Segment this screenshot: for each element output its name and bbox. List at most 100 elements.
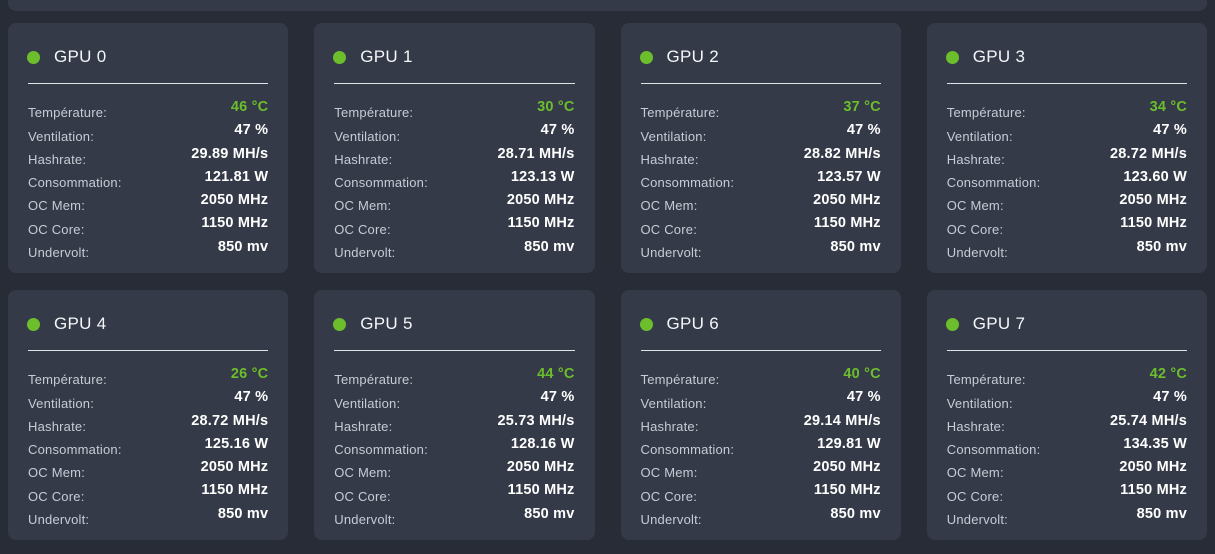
status-dot-icon xyxy=(27,317,40,331)
metric-row-undervolt: Undervolt: 850 mv xyxy=(334,239,574,262)
metric-value-hashrate: 25.73 MH/s xyxy=(497,412,575,429)
metric-row-ventilation: Ventilation: 47 % xyxy=(947,122,1187,145)
metric-label-oc-mem: OC Mem: xyxy=(334,198,392,214)
metric-rows: Température: 46 °C Ventilation: 47 % Hashrat… xyxy=(23,99,273,262)
metric-label-consommation: Consommation: xyxy=(946,175,1041,191)
metric-row-oc-mem: OC Mem: 2050 MHz xyxy=(28,459,268,482)
metric-row-hashrate: Hashrate: 29.89 MH/s xyxy=(28,146,268,169)
metric-label-undervolt: Undervolt: xyxy=(28,245,90,261)
gpu-card-grid: GPU 0 Température: 46 °C Ventilation: 47 % H… xyxy=(8,23,1207,540)
metric-value-consommation: 123.57 W xyxy=(817,168,881,185)
metric-row-temperature: Température: 26 °C xyxy=(28,366,268,389)
metric-row-temperature: Température: 37 °C xyxy=(641,99,881,122)
metric-value-undervolt: 850 mv xyxy=(1136,238,1187,255)
gpu-card-6: GPU 6 Température: 40 °C Ventilation: 47 % H… xyxy=(620,290,901,540)
metric-rows: Température: 26 °C Ventilation: 47 % Hashrat… xyxy=(23,366,273,529)
metric-value-temperature: 37 °C xyxy=(843,99,881,115)
metric-row-oc-core: OC Core: 1150 MHz xyxy=(28,215,268,238)
metric-label-temperature: Température: xyxy=(946,105,1026,121)
metric-label-oc-core: OC Core: xyxy=(28,221,85,237)
metric-value-undervolt: 850 mv xyxy=(217,505,269,522)
metric-value-ventilation: 47 % xyxy=(1153,122,1187,139)
gpu-card-header: GPU 0 xyxy=(27,45,273,69)
metric-label-oc-mem: OC Mem: xyxy=(946,198,1004,214)
metric-row-oc-core: OC Core: 1150 MHz xyxy=(334,215,574,238)
gpu-title: GPU 0 xyxy=(54,47,107,66)
divider xyxy=(28,350,269,351)
gpu-title: GPU 2 xyxy=(666,47,720,66)
metric-value-oc-mem: 2050 MHz xyxy=(200,459,269,476)
metric-row-hashrate: Hashrate: 28.72 MH/s xyxy=(947,146,1187,169)
metric-row-ventilation: Ventilation: 47 % xyxy=(641,122,881,145)
gpu-card-1: GPU 1 Température: 30 °C Ventilation: 47 % H… xyxy=(314,23,595,273)
divider xyxy=(946,350,1187,351)
metric-value-hashrate: 28.82 MH/s xyxy=(803,145,881,162)
metric-rows: Température: 40 °C Ventilation: 47 % Hashrat… xyxy=(636,366,886,529)
metric-label-consommation: Consommation: xyxy=(28,442,122,458)
metric-label-ventilation: Ventilation: xyxy=(640,395,707,411)
metric-row-hashrate: Hashrate: 25.74 MH/s xyxy=(947,413,1187,436)
metric-label-temperature: Température: xyxy=(640,372,720,388)
metric-row-hashrate: Hashrate: 25.73 MH/s xyxy=(334,413,574,436)
metric-row-ventilation: Ventilation: 47 % xyxy=(334,389,574,412)
metric-label-temperature: Température: xyxy=(334,372,414,388)
metric-row-consommation: Consommation: 121.81 W xyxy=(28,169,268,192)
metric-row-oc-core: OC Core: 1150 MHz xyxy=(641,482,881,505)
gpu-card-4: GPU 4 Température: 26 °C Ventilation: 47 % H… xyxy=(8,290,289,540)
metric-label-hashrate: Hashrate: xyxy=(946,151,1005,167)
gpu-card-5: GPU 5 Température: 44 °C Ventilation: 47 % H… xyxy=(314,290,595,540)
metric-rows: Température: 37 °C Ventilation: 47 % Hashrat… xyxy=(636,99,886,262)
metric-value-undervolt: 850 mv xyxy=(830,238,881,255)
metric-value-temperature: 44 °C xyxy=(537,366,575,382)
gpu-title: GPU 7 xyxy=(972,314,1026,333)
status-dot-icon xyxy=(945,317,959,331)
metric-label-temperature: Température: xyxy=(640,105,720,121)
metric-row-ventilation: Ventilation: 47 % xyxy=(334,122,574,145)
metric-label-oc-core: OC Core: xyxy=(640,221,698,237)
metric-rows: Température: 42 °C Ventilation: 47 % Hashrat… xyxy=(942,366,1192,529)
metric-label-hashrate: Hashrate: xyxy=(640,418,699,434)
metric-value-undervolt: 850 mv xyxy=(524,505,575,522)
divider xyxy=(334,350,575,351)
metric-value-consommation: 123.13 W xyxy=(510,168,575,185)
metric-value-oc-core: 1150 MHz xyxy=(813,482,881,499)
metric-value-oc-core: 1150 MHz xyxy=(507,215,575,232)
metric-value-hashrate: 28.72 MH/s xyxy=(191,412,269,429)
gpu-card-header: GPU 5 xyxy=(333,312,579,336)
metric-value-temperature: 42 °C xyxy=(1149,366,1187,382)
metric-label-consommation: Consommation: xyxy=(640,175,735,191)
gpu-card-header: GPU 1 xyxy=(333,45,579,69)
metric-value-temperature: 34 °C xyxy=(1149,99,1187,115)
metric-value-temperature: 26 °C xyxy=(230,366,269,382)
metric-row-oc-core: OC Core: 1150 MHz xyxy=(641,215,881,238)
metric-value-oc-mem: 2050 MHz xyxy=(1119,192,1187,209)
metric-value-oc-core: 1150 MHz xyxy=(201,482,269,499)
metric-row-oc-core: OC Core: 1150 MHz xyxy=(28,482,268,505)
metric-value-undervolt: 850 mv xyxy=(217,238,269,255)
metric-value-hashrate: 25.74 MH/s xyxy=(1110,412,1187,429)
metric-row-undervolt: Undervolt: 850 mv xyxy=(334,506,574,529)
metric-label-ventilation: Ventilation: xyxy=(334,395,401,411)
metric-row-ventilation: Ventilation: 47 % xyxy=(641,389,881,412)
metric-value-oc-mem: 2050 MHz xyxy=(506,192,575,209)
metric-label-oc-mem: OC Mem: xyxy=(28,465,86,481)
metric-value-temperature: 46 °C xyxy=(230,99,269,115)
metric-value-ventilation: 47 % xyxy=(234,389,269,406)
divider xyxy=(334,83,575,84)
metric-value-consommation: 128.16 W xyxy=(510,435,575,452)
metric-row-temperature: Température: 34 °C xyxy=(947,99,1187,122)
metric-row-temperature: Température: 42 °C xyxy=(947,366,1187,389)
divider xyxy=(946,83,1187,84)
metric-label-undervolt: Undervolt: xyxy=(334,512,396,528)
metric-label-undervolt: Undervolt: xyxy=(334,245,396,261)
metric-row-oc-core: OC Core: 1150 MHz xyxy=(947,215,1187,238)
metric-row-consommation: Consommation: 125.16 W xyxy=(28,436,268,459)
metric-value-consommation: 129.81 W xyxy=(817,435,881,452)
gpu-card-header: GPU 6 xyxy=(639,312,886,336)
status-dot-icon xyxy=(639,50,653,64)
metric-row-oc-mem: OC Mem: 2050 MHz xyxy=(947,459,1187,482)
metric-rows: Température: 34 °C Ventilation: 47 % Hashrat… xyxy=(942,99,1192,262)
metric-value-oc-mem: 2050 MHz xyxy=(813,459,881,476)
metric-row-undervolt: Undervolt: 850 mv xyxy=(641,239,881,262)
metric-label-oc-core: OC Core: xyxy=(334,488,391,504)
